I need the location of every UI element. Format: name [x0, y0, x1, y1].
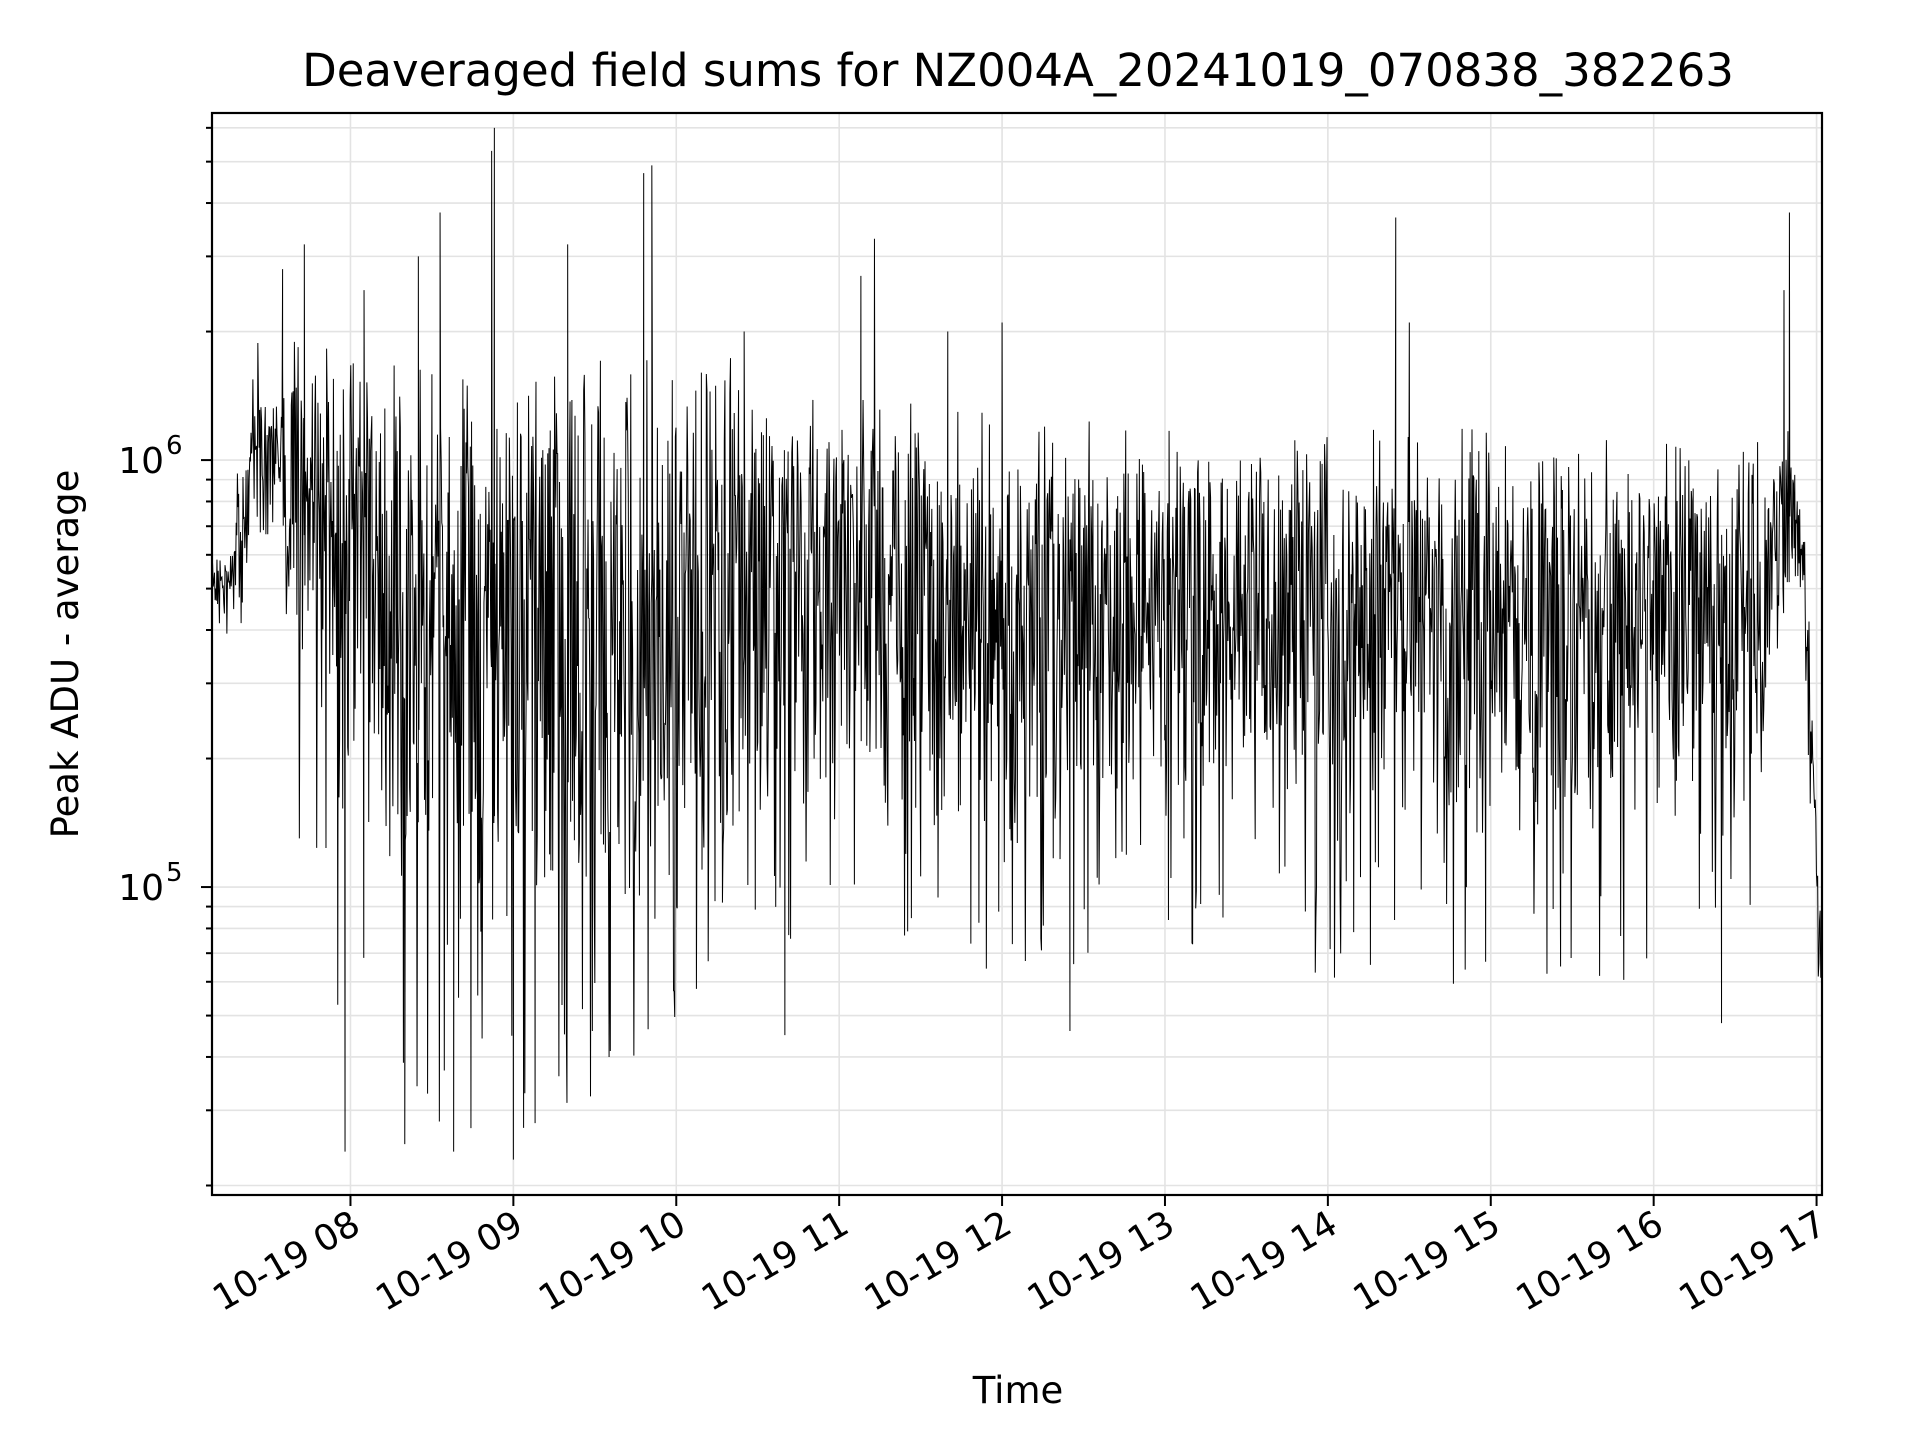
- plot-frame: [210, 111, 1824, 1197]
- chart-title: Deaveraged field sums for NZ004A_2024101…: [302, 44, 1734, 97]
- y-tick-base: 10: [118, 868, 164, 909]
- y-tick-label: 10 5: [118, 858, 182, 909]
- y-axis-label: Peak ADU - average: [44, 470, 87, 839]
- y-tick-exponent: 5: [166, 858, 183, 888]
- y-tick-exponent: 6: [166, 431, 183, 461]
- x-axis-label: Time: [972, 1369, 1064, 1412]
- y-tick-label: 10 6: [118, 431, 182, 482]
- y-tick-base: 10: [118, 441, 164, 482]
- plot-area: [211, 127, 1823, 1160]
- series-line: [211, 127, 1823, 1160]
